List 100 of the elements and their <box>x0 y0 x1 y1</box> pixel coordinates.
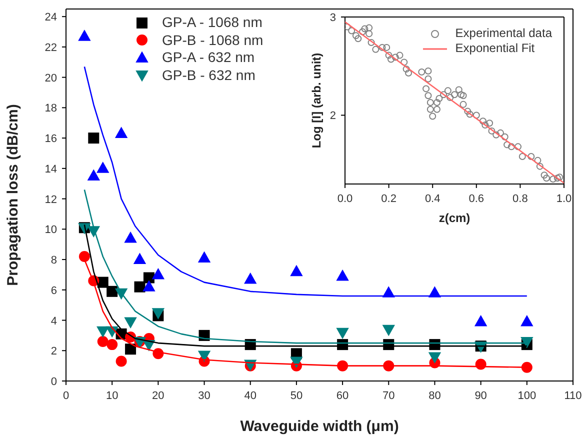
legend-label: Exponential Fit <box>455 41 535 56</box>
point <box>345 23 351 30</box>
point <box>514 143 522 150</box>
point <box>418 68 426 76</box>
point <box>97 336 108 348</box>
point <box>366 24 373 32</box>
x-tick-label: 90 <box>474 390 487 402</box>
x-tick-label: 70 <box>382 390 395 402</box>
point <box>115 127 128 138</box>
y-tick-label: 24 <box>44 12 57 24</box>
point <box>472 112 480 119</box>
point <box>520 316 533 326</box>
point <box>396 52 404 59</box>
point <box>460 92 467 100</box>
y-axis-title: Propagation loss (dB/cm) <box>4 104 22 286</box>
point <box>528 152 535 160</box>
point <box>96 326 109 338</box>
point <box>387 56 394 63</box>
point <box>501 133 508 140</box>
point <box>504 141 511 148</box>
point <box>152 308 164 319</box>
point <box>479 118 486 125</box>
x-tick-label: 30 <box>198 390 210 402</box>
y-tick-label: 14 <box>44 163 57 176</box>
x-tick-label: 0 <box>62 390 70 402</box>
legend-label: GP-A - 1068 nm <box>162 14 262 32</box>
point <box>426 106 434 113</box>
point <box>383 44 390 51</box>
point <box>78 30 90 41</box>
point <box>336 270 349 281</box>
y-tick-label: 18 <box>44 102 57 115</box>
point <box>440 91 448 98</box>
point <box>518 152 526 160</box>
point <box>540 172 548 179</box>
y-axis-title: Log [I] (arb. unit) <box>309 52 324 148</box>
legend-label: Experimental data <box>455 26 552 41</box>
point <box>78 250 90 262</box>
x-tick-label: 100 <box>518 390 536 402</box>
point <box>429 112 436 120</box>
point <box>96 162 109 173</box>
point <box>458 91 465 98</box>
point <box>556 174 564 181</box>
x-tick-label: 50 <box>290 390 303 402</box>
point <box>348 27 356 34</box>
point <box>426 98 434 106</box>
point <box>422 85 430 92</box>
x-tick-label: 80 <box>428 390 441 402</box>
y-tick-label: 2 <box>330 110 336 122</box>
point <box>152 268 164 280</box>
y-tick-label: 12 <box>44 194 57 206</box>
point <box>134 253 146 264</box>
point <box>143 272 154 284</box>
point <box>521 362 532 373</box>
y-tick-label: 0 <box>50 376 57 388</box>
point <box>424 68 432 75</box>
point <box>474 316 487 326</box>
point <box>460 100 467 108</box>
y-tick-label: 8 <box>50 254 57 267</box>
point <box>290 265 302 276</box>
y-tick-label: 6 <box>50 284 57 297</box>
point <box>451 91 458 98</box>
point <box>125 344 136 355</box>
x-tick-label: 1.0 <box>556 193 572 205</box>
y-tick-label: 20 <box>44 72 57 84</box>
point <box>400 58 408 66</box>
point <box>385 52 392 59</box>
point <box>492 131 500 138</box>
point <box>359 28 366 36</box>
point <box>444 87 452 94</box>
point <box>536 162 544 170</box>
point <box>486 120 494 127</box>
point <box>88 226 100 237</box>
point <box>354 35 362 42</box>
point <box>198 252 210 263</box>
x-tick-label: 60 <box>336 390 349 402</box>
legend-label: GP-B - 1068 nm <box>162 32 264 49</box>
point <box>424 92 432 100</box>
point <box>428 352 441 363</box>
point <box>554 174 561 182</box>
point <box>534 156 542 164</box>
x-tick-label: 10 <box>106 390 118 402</box>
point <box>542 174 550 182</box>
point <box>382 324 395 336</box>
x-axis-title: z(cm) <box>438 211 470 225</box>
point <box>405 69 412 76</box>
point <box>455 86 462 94</box>
point <box>116 356 127 367</box>
point <box>124 232 137 243</box>
point <box>142 280 155 292</box>
point <box>244 273 256 284</box>
point <box>198 350 210 362</box>
point <box>352 32 360 40</box>
point <box>464 108 472 115</box>
y-tick-label: 3 <box>330 12 336 24</box>
point <box>424 75 432 82</box>
point <box>402 66 410 73</box>
point <box>106 339 118 350</box>
y-tick-label: 4 <box>50 315 57 328</box>
y-tick-label: 22 <box>44 42 57 54</box>
point <box>124 317 137 328</box>
